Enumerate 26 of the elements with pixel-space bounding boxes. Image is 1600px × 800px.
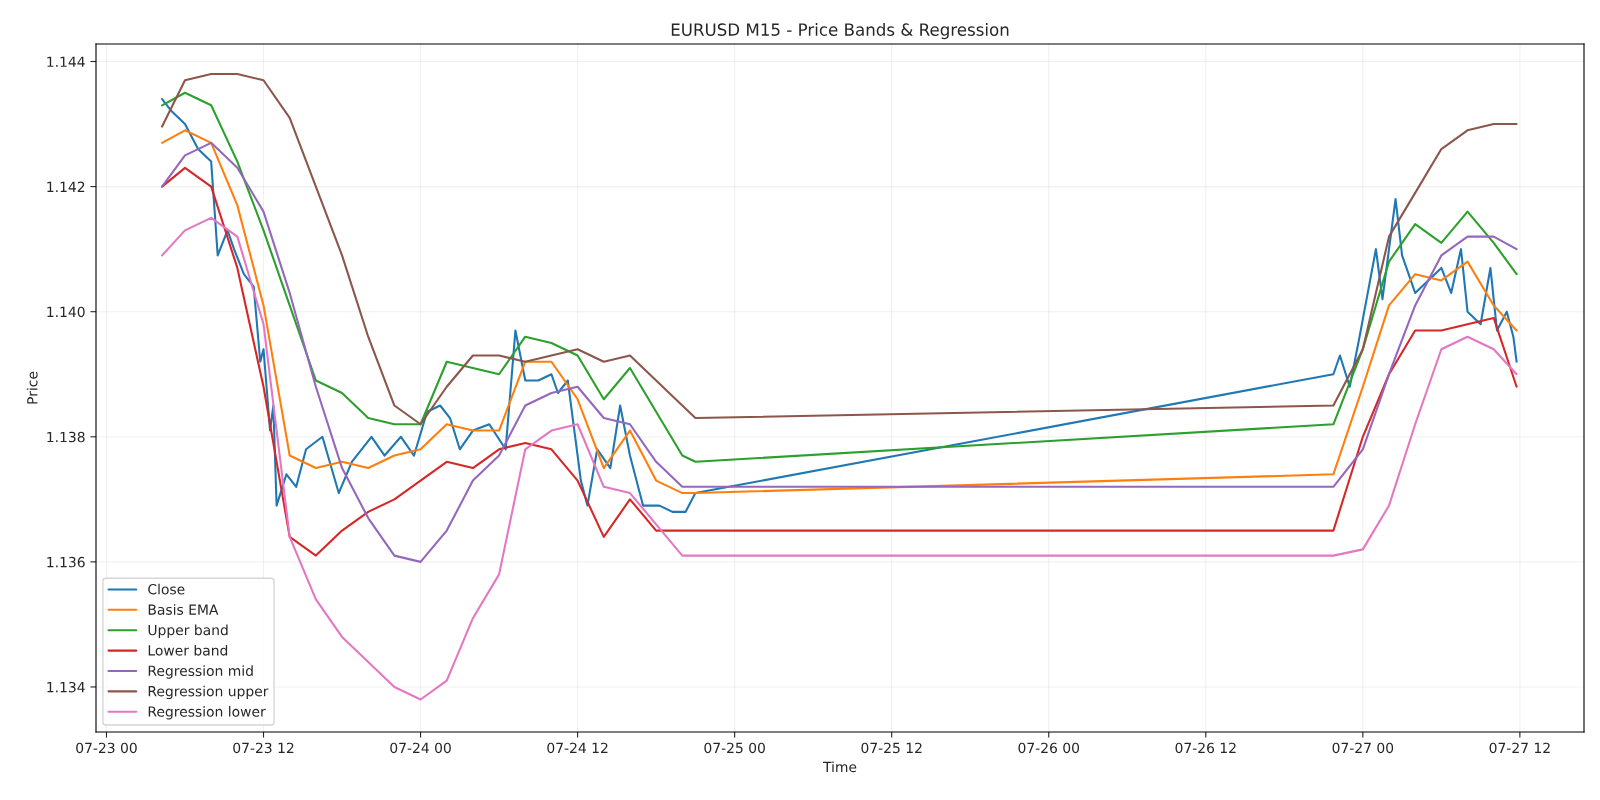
x-tick-label: 07-24 00	[390, 742, 451, 754]
y-tick-label: 1.136	[47, 556, 85, 568]
x-tick-label: 07-23 00	[76, 742, 137, 754]
legend-label: Upper band	[148, 624, 228, 638]
legend-label: Regression mid	[148, 665, 253, 679]
legend-label: Close	[148, 583, 185, 595]
y-tick-label: 1.138	[47, 431, 85, 443]
y-tick-label: 1.144	[47, 56, 85, 67]
legend-label: Basis EMA	[148, 604, 219, 615]
x-tick-label: 07-27 00	[1332, 742, 1394, 754]
y-tick-label: 1.142	[47, 181, 85, 192]
x-tick-label: 07-23 12	[233, 742, 294, 754]
chart-title: EURUSD M15 - Price Bands & Regression	[671, 23, 1009, 40]
y-axis-title: Price	[26, 371, 38, 404]
legend-label: Regression lower	[148, 706, 266, 720]
x-axis-title: Time	[822, 761, 857, 773]
legend-label: Regression upper	[148, 685, 269, 700]
x-tick-label: 07-25 00	[704, 742, 765, 754]
x-tick-label: 07-24 12	[547, 742, 608, 754]
legend-label: Lower band	[148, 644, 228, 656]
y-tick-label: 1.140	[47, 306, 85, 318]
x-tick-label: 07-26 00	[1018, 742, 1080, 754]
x-tick-label: 07-26 12	[1175, 742, 1236, 754]
x-tick-label: 07-25 12	[861, 742, 922, 754]
x-tick-label: 07-27 12	[1489, 742, 1550, 754]
y-tick-label: 1.134	[47, 681, 85, 693]
